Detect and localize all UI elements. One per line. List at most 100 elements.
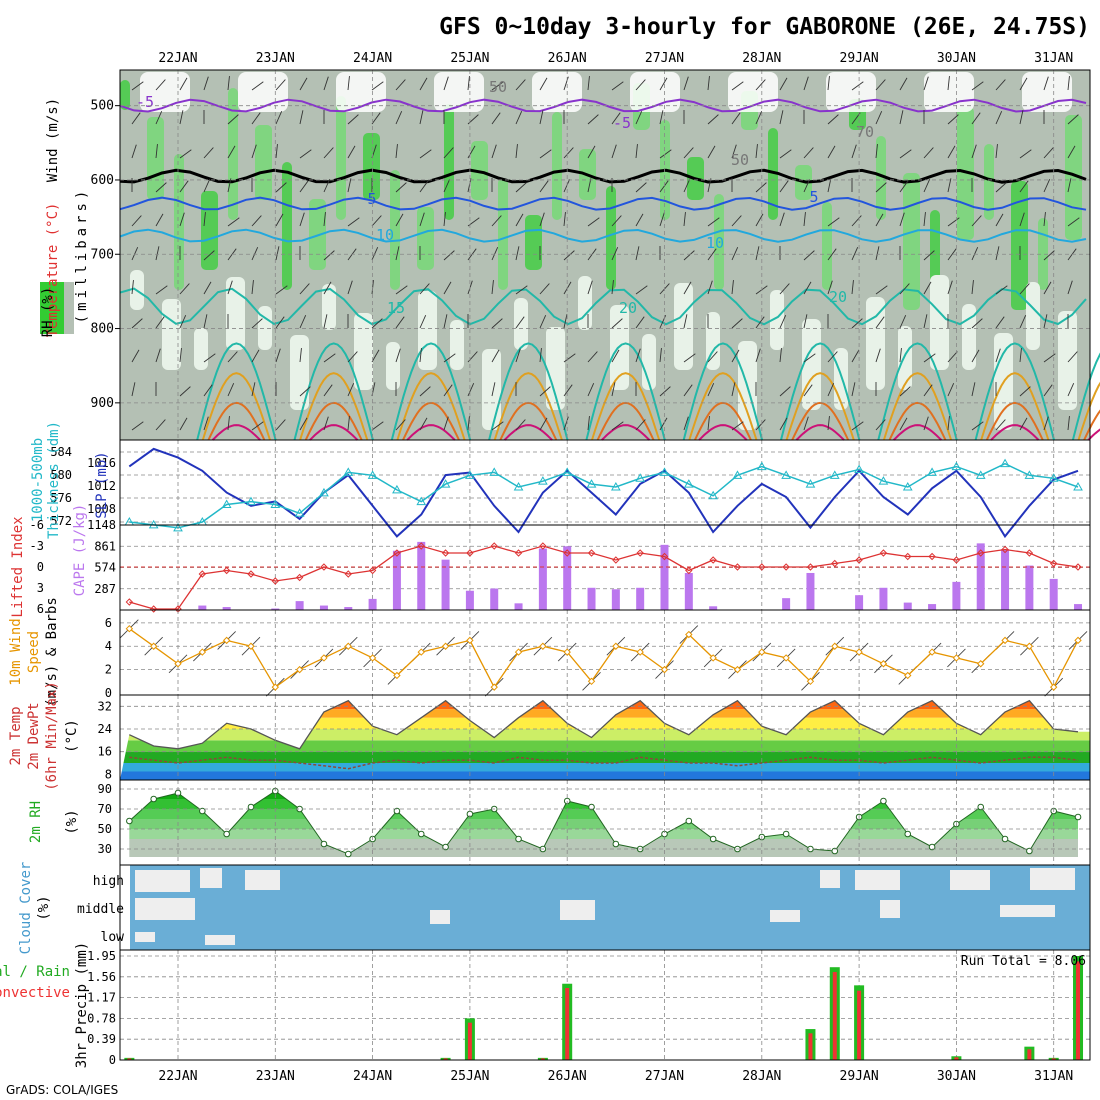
- wind-barb: [851, 215, 862, 227]
- date-label: 24JAN: [353, 1069, 392, 1084]
- li-point: [660, 552, 669, 561]
- wind-barb: [779, 283, 790, 295]
- thickness-point: [173, 522, 183, 532]
- cape-bar: [903, 602, 912, 610]
- wind-barb: [155, 213, 164, 227]
- cloud-row-label: low: [101, 930, 125, 945]
- temp-label-c: (6hr Min/Max): [44, 681, 60, 791]
- wind-barb: [323, 147, 334, 159]
- temperature-axis-labels: 2m Temp 2m DewPt (6hr Min/Max) (°C): [8, 681, 80, 791]
- wind-barb: [1067, 114, 1079, 125]
- contour-label: 5: [809, 188, 818, 206]
- rh-point: [199, 807, 206, 815]
- warm-contour: [882, 372, 953, 441]
- wind-barb: [131, 215, 142, 227]
- wind-barb: [971, 421, 984, 431]
- contour-label: -5: [613, 114, 631, 132]
- cape-bar: [368, 598, 377, 610]
- wind-barb: [371, 318, 383, 329]
- rh-green-cell: [525, 215, 542, 270]
- warm-contour: [207, 401, 266, 441]
- wind-barb: [971, 112, 981, 125]
- wind-barb: [851, 144, 857, 159]
- wind-barb: [1067, 351, 1078, 363]
- wind-barb: [611, 382, 616, 397]
- li-point: [466, 549, 474, 557]
- rh-light-cell: [1026, 282, 1040, 350]
- rh-green-cell: [822, 202, 832, 290]
- wind-barb: [419, 386, 431, 397]
- li-point: [879, 549, 888, 557]
- wind-barb: [371, 215, 382, 227]
- thickness-point: [878, 476, 889, 485]
- cape-bar: [684, 572, 693, 610]
- rh-light-cell: [898, 326, 912, 390]
- wind-barb: [659, 386, 671, 397]
- wind-barb: [443, 250, 455, 261]
- pressure-tick: 500: [91, 99, 114, 114]
- wind-barb: [203, 212, 206, 227]
- wind-barb: [587, 351, 598, 363]
- wind-barb: [899, 283, 910, 295]
- rh-light-cell: [578, 276, 592, 330]
- wind-barb: [755, 419, 766, 431]
- wind-barb: [995, 79, 1006, 91]
- thickness-tick: 576: [50, 491, 72, 505]
- thickness-point: [270, 499, 281, 508]
- warm-contour: [503, 424, 553, 441]
- wind-barb: [827, 145, 836, 159]
- wind-barb: [443, 353, 456, 363]
- temperature-band: [120, 700, 1090, 710]
- wind-barb: [803, 416, 809, 431]
- wind-barb: [635, 348, 641, 363]
- cloud-clear-cell: [855, 870, 900, 890]
- wind-barb: [1019, 212, 1025, 227]
- rh-green-cell: [444, 104, 454, 220]
- wind-barb: [395, 419, 406, 431]
- wind-point: [977, 660, 985, 668]
- li-point: [904, 552, 912, 561]
- warm-contour: [406, 424, 456, 441]
- cape-li-panel: 1148 861 574 287 -6 -3 0 3 6: [30, 518, 1091, 616]
- wind-point: [928, 648, 936, 656]
- wind-barb: [707, 383, 715, 397]
- wind-barb: [899, 417, 908, 431]
- rh-green-cell: [282, 162, 292, 290]
- wind-barb: [875, 111, 883, 125]
- precip-label-c: 3hr Precip (mm): [74, 942, 90, 1068]
- warm-contour: [493, 372, 563, 441]
- wind-barb: [539, 348, 542, 363]
- rh-label-b: (%): [64, 809, 80, 834]
- wind-barb: [1019, 386, 1031, 397]
- wind-barb: [227, 383, 235, 397]
- wind-barb: [995, 285, 1008, 295]
- precip-label-a: Total / Rain: [0, 964, 70, 980]
- li-point: [952, 556, 961, 564]
- wind-barb: [155, 111, 163, 125]
- wind-barb: [875, 213, 884, 227]
- wind-barb: [611, 421, 624, 431]
- wind-barb: [731, 215, 742, 227]
- thickness-point: [975, 470, 986, 479]
- wind-barb: [1019, 315, 1027, 329]
- rh-point: [831, 847, 839, 855]
- wind-barb: [707, 145, 716, 159]
- warm-contour: [1083, 409, 1100, 441]
- cape-bar: [441, 559, 450, 610]
- thickness-point: [854, 464, 864, 473]
- wind-barb: [1043, 353, 1056, 363]
- wind-barb: [611, 318, 623, 329]
- wind-barb: [947, 145, 956, 159]
- wind-barb: [299, 212, 305, 227]
- wind-barb: [923, 179, 931, 193]
- wind-barb: [587, 178, 592, 193]
- wind-barb: [755, 246, 760, 261]
- wind-point: [514, 648, 523, 656]
- run-total: Run Total = 8.06: [961, 954, 1086, 969]
- wind-barb: [971, 144, 977, 159]
- wind-barb: [515, 79, 526, 91]
- cape-bar: [1025, 565, 1034, 610]
- thickness-tick: 572: [50, 514, 72, 528]
- wind-point: [636, 648, 644, 656]
- wind-barb: [971, 382, 976, 397]
